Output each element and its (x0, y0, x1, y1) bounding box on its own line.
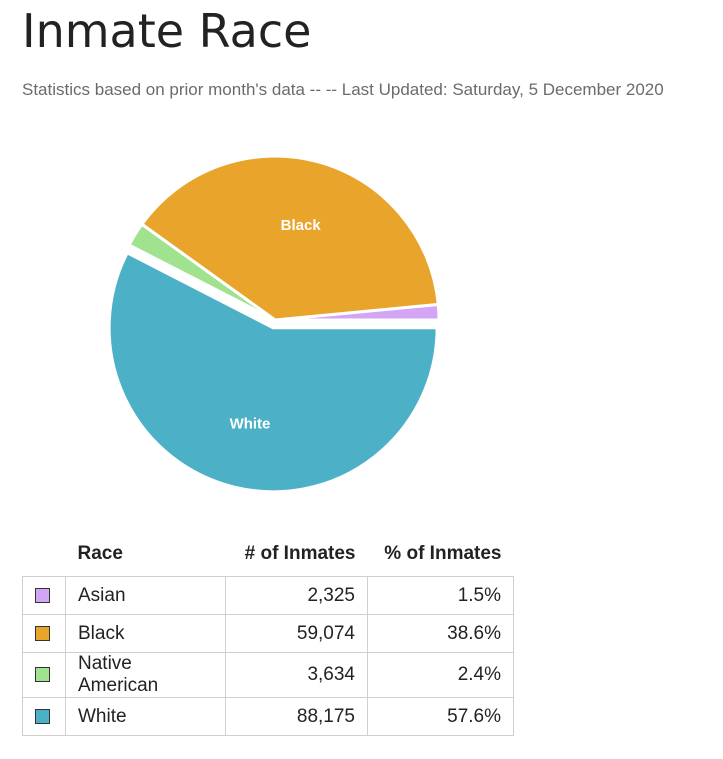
race-column-header: Race (77, 543, 123, 564)
page-subtitle: Statistics based on prior month's data -… (22, 80, 664, 99)
swatch-header (23, 538, 66, 577)
swatch-cell (22, 652, 66, 698)
table-row: Native American 3,634 2.4% (22, 652, 514, 698)
swatch-cell (22, 614, 66, 653)
swatch-cell (22, 697, 66, 736)
count-cell: 88,175 (225, 697, 368, 736)
table-row: Asian 2,325 1.5% (22, 576, 514, 615)
count-column-header: # of Inmates (244, 543, 356, 564)
table-row: White 88,175 57.6% (22, 697, 514, 736)
pie-slice-black (140, 154, 440, 322)
percent-cell: 38.6% (367, 614, 514, 653)
count-cell: 2,325 (225, 576, 368, 615)
percent-cell: 1.5% (367, 576, 514, 615)
color-swatch (35, 708, 50, 724)
slice-label-white: White (230, 415, 271, 432)
race-cell: Native American (65, 652, 226, 698)
table-header-row: Race # of Inmates % of Inmates (23, 538, 514, 577)
page-title: Inmate Race (22, 4, 312, 58)
race-table: Race # of Inmates % of Inmates Asian 2,3… (22, 538, 514, 736)
count-cell: 3,634 (225, 652, 368, 698)
color-swatch (35, 667, 50, 683)
color-swatch (35, 625, 50, 641)
pie-slice-native-american (127, 222, 277, 322)
race-pie-chart: Black White (107, 154, 441, 494)
count-cell: 59,074 (225, 614, 368, 653)
percent-column-header: % of Inmates (384, 543, 502, 564)
percent-cell: 2.4% (367, 652, 514, 698)
color-swatch (35, 587, 50, 603)
table-row: Black 59,074 38.6% (22, 614, 514, 653)
race-cell: Black (65, 614, 226, 653)
swatch-cell (22, 576, 66, 615)
race-cell: White (65, 697, 226, 736)
slice-label-black: Black (281, 217, 322, 234)
pie-slice-white (107, 251, 439, 494)
race-cell: Asian (65, 576, 226, 615)
percent-cell: 57.6% (367, 697, 514, 736)
